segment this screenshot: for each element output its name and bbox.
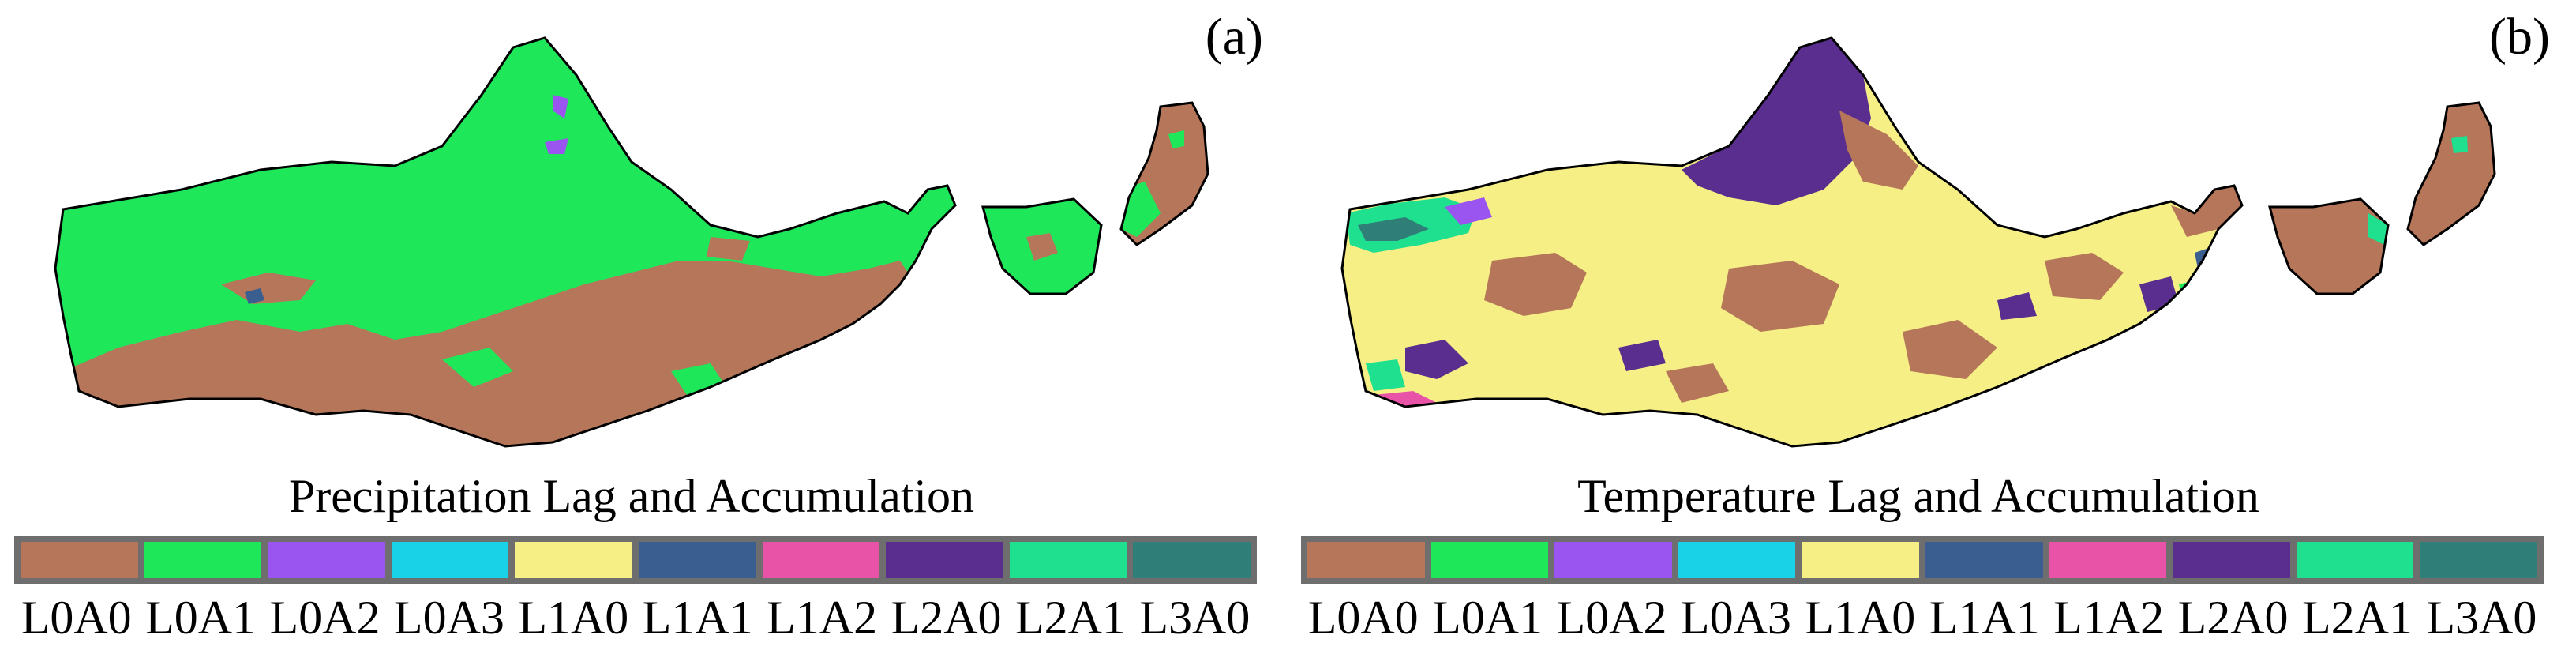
panel-label: (b) bbox=[2489, 8, 2550, 66]
temperature-map bbox=[1340, 36, 2496, 448]
region-outline bbox=[981, 197, 1103, 295]
legend-swatch-l0a3 bbox=[1678, 542, 1796, 578]
legend-swatch-l0a1 bbox=[1430, 542, 1549, 578]
legend-swatch-l2a1 bbox=[2296, 542, 2414, 578]
legend-label: L2A1 bbox=[1014, 592, 1126, 644]
legend-label: L0A2 bbox=[269, 592, 381, 644]
class-region-L0A0 bbox=[1721, 261, 1839, 332]
class-region-L0A1 bbox=[442, 348, 513, 387]
panel-b: (b) Temperature Lag and Accumulation L0A… bbox=[1287, 0, 2550, 654]
class-region-L2A1 bbox=[2368, 213, 2388, 245]
legend-label: L0A0 bbox=[1307, 592, 1419, 644]
legend-label: L2A0 bbox=[891, 592, 1002, 644]
legend-swatch-l0a1 bbox=[144, 542, 262, 578]
legend-label: L1A2 bbox=[767, 592, 878, 644]
panel-a: (a) Precipitation Lag and Accumulation L… bbox=[0, 0, 1263, 654]
legend-label: L2A0 bbox=[2177, 592, 2289, 644]
class-region-L0A0 bbox=[2045, 253, 2124, 300]
legend-swatch-l1a2 bbox=[2049, 542, 2167, 578]
legend-swatch-l0a0 bbox=[1307, 542, 1425, 578]
class-region-L2A1 bbox=[1366, 359, 1405, 391]
legend-label: L1A2 bbox=[2053, 592, 2165, 644]
class-region-L0A0 bbox=[1839, 111, 1918, 190]
legend-swatch-l1a0 bbox=[1802, 542, 1919, 578]
legend-swatch-l2a1 bbox=[1009, 542, 1127, 578]
class-region-L2A0 bbox=[1682, 38, 1871, 205]
class-region-L0A0 bbox=[2408, 103, 2495, 245]
legend-label: L3A0 bbox=[2426, 592, 2537, 644]
legend-swatch-l2a0 bbox=[2173, 542, 2290, 578]
class-region-L2A0 bbox=[1997, 292, 2037, 320]
class-region-L2A0 bbox=[1405, 340, 1468, 379]
precipitation-map bbox=[54, 36, 1209, 448]
class-region-L0A0 bbox=[707, 237, 750, 261]
legend-label: L1A1 bbox=[1929, 592, 2040, 644]
legend-label: L0A1 bbox=[145, 592, 257, 644]
legend-swatch-l2a0 bbox=[886, 542, 1003, 578]
legend-swatch-l1a0 bbox=[515, 542, 632, 578]
legend-title: Temperature Lag and Accumulation bbox=[1577, 470, 2259, 522]
legend-label: L1A0 bbox=[518, 592, 629, 644]
class-region-L0A0 bbox=[1026, 233, 1058, 261]
legend-labels: L0A0 L0A1 L0A2 L0A3 L1A0 L1A1 L1A2 L2A0 L2A1 L3A0 bbox=[14, 594, 1257, 641]
class-region-L0A2 bbox=[545, 138, 568, 154]
region-outline bbox=[2406, 101, 2496, 246]
class-region-L1A1 bbox=[245, 288, 264, 304]
legend-bar bbox=[14, 536, 1257, 584]
class-region-L3A0 bbox=[1358, 217, 1429, 241]
legend-label: L0A2 bbox=[1556, 592, 1667, 644]
legend-title: Precipitation Lag and Accumulation bbox=[288, 470, 975, 522]
legend-label: L0A0 bbox=[21, 592, 132, 644]
region-outline bbox=[2268, 197, 2390, 295]
legend-swatch-l1a1 bbox=[638, 542, 756, 578]
legend-swatch-l1a1 bbox=[1925, 542, 2043, 578]
legend-swatch-l0a2 bbox=[268, 542, 385, 578]
class-region-L0A0 bbox=[1484, 253, 1587, 316]
legend-swatch-l1a2 bbox=[762, 542, 880, 578]
class-region-L0A0 bbox=[1666, 363, 1729, 403]
legend-label: L1A0 bbox=[1805, 592, 1916, 644]
legend-labels: L0A0 L0A1 L0A2 L0A3 L1A0 L1A1 L1A2 L2A0 L2A1 L3A0 bbox=[1301, 594, 2544, 641]
class-region-L0A0 bbox=[2270, 199, 2388, 294]
legend-label: L1A1 bbox=[642, 592, 753, 644]
legend-swatch-l0a3 bbox=[391, 542, 509, 578]
legend-label: L2A1 bbox=[2301, 592, 2413, 644]
class-region-L0A0 bbox=[221, 272, 316, 304]
legend-label: L3A0 bbox=[1139, 592, 1251, 644]
legend-label: L0A3 bbox=[393, 592, 504, 644]
legend-swatch-l0a2 bbox=[1554, 542, 1672, 578]
class-region-L2A1 bbox=[2451, 136, 2468, 153]
panel-label: (a) bbox=[1205, 8, 1263, 66]
class-region-L0A0 bbox=[1903, 320, 1997, 379]
region-outline bbox=[1119, 101, 1209, 246]
class-region-L0A0 bbox=[2171, 186, 2242, 237]
legend-swatch-l3a0 bbox=[1133, 542, 1251, 578]
legend-label: L0A1 bbox=[1432, 592, 1543, 644]
legend-swatch-l3a0 bbox=[2420, 542, 2537, 578]
class-region-L0A2 bbox=[553, 95, 568, 118]
class-region-L2A0 bbox=[1618, 340, 1666, 371]
class-region-L0A1 bbox=[1168, 130, 1184, 148]
legend-bar bbox=[1301, 536, 2544, 584]
class-region-L0A2 bbox=[1445, 197, 1492, 225]
legend-label: L0A3 bbox=[1680, 592, 1791, 644]
legend-swatch-l0a0 bbox=[21, 542, 138, 578]
